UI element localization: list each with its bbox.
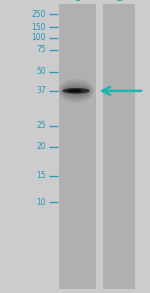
Text: 1: 1 — [75, 0, 81, 3]
Text: 10: 10 — [36, 198, 46, 207]
Ellipse shape — [63, 88, 90, 94]
Text: 37: 37 — [36, 86, 46, 95]
Bar — [59, 4, 96, 289]
Text: 100: 100 — [31, 33, 46, 42]
Ellipse shape — [62, 86, 90, 96]
Text: 20: 20 — [36, 142, 46, 151]
Text: 50: 50 — [36, 67, 46, 76]
Ellipse shape — [63, 87, 90, 95]
Text: 2: 2 — [116, 0, 122, 3]
Text: 75: 75 — [36, 45, 46, 54]
Text: 150: 150 — [31, 23, 46, 32]
Ellipse shape — [67, 89, 82, 92]
Text: 25: 25 — [36, 122, 46, 130]
Text: 250: 250 — [31, 10, 46, 18]
Text: 15: 15 — [36, 171, 46, 180]
Bar — [103, 4, 135, 289]
